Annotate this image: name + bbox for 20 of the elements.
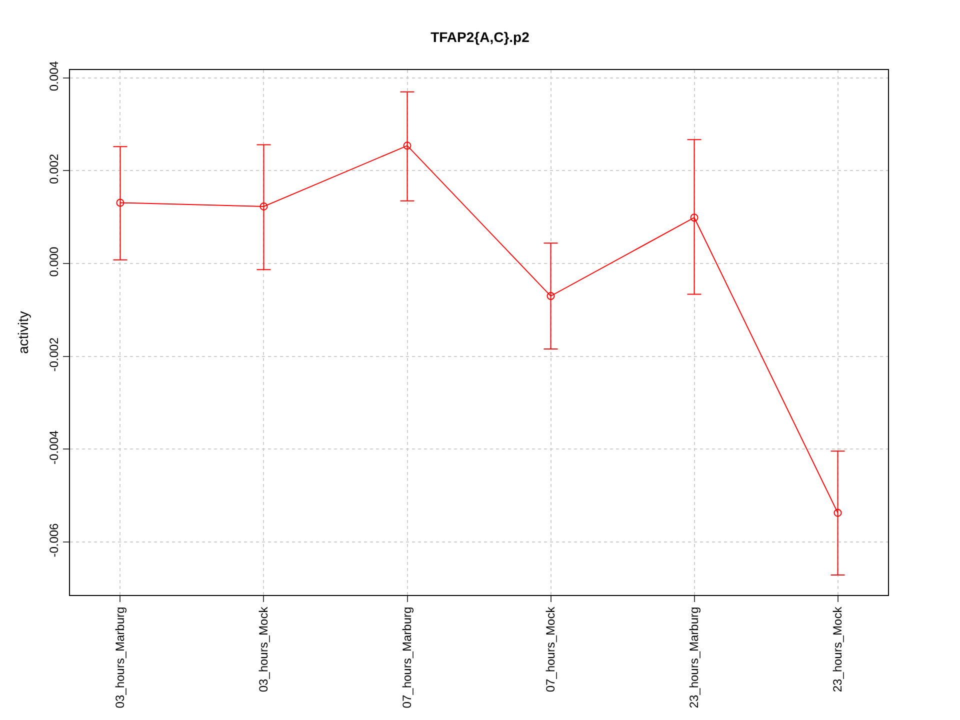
chart-title: TFAP2{A,C}.p2 [430, 29, 530, 46]
point [403, 142, 412, 150]
x-tick-label: 23_hours_Mock [830, 606, 845, 692]
point [690, 214, 698, 222]
y-axis-title: activity [14, 311, 31, 354]
x-tick-label: 07_hours_Mock [544, 606, 558, 692]
x-tick-label: 23_hours_Marburg [687, 606, 702, 708]
y-tick-label: 0.000 [47, 246, 62, 277]
point [116, 198, 124, 207]
y-tick-label: -0.004 [47, 430, 62, 464]
y-tick-label: -0.006 [47, 522, 62, 558]
point [260, 202, 268, 210]
x-tick-label: 07_hours_Marburg [400, 606, 414, 708]
y-tick-label: 0.004 [47, 60, 62, 92]
y-tick-label: 0.002 [47, 154, 62, 184]
x-tick-label: 03_hours_Mock [256, 606, 271, 692]
point [546, 292, 555, 300]
y-tick-label: -0.002 [47, 337, 62, 372]
point [834, 508, 842, 517]
x-tick-label: 03_hours_Marburg [113, 606, 128, 708]
